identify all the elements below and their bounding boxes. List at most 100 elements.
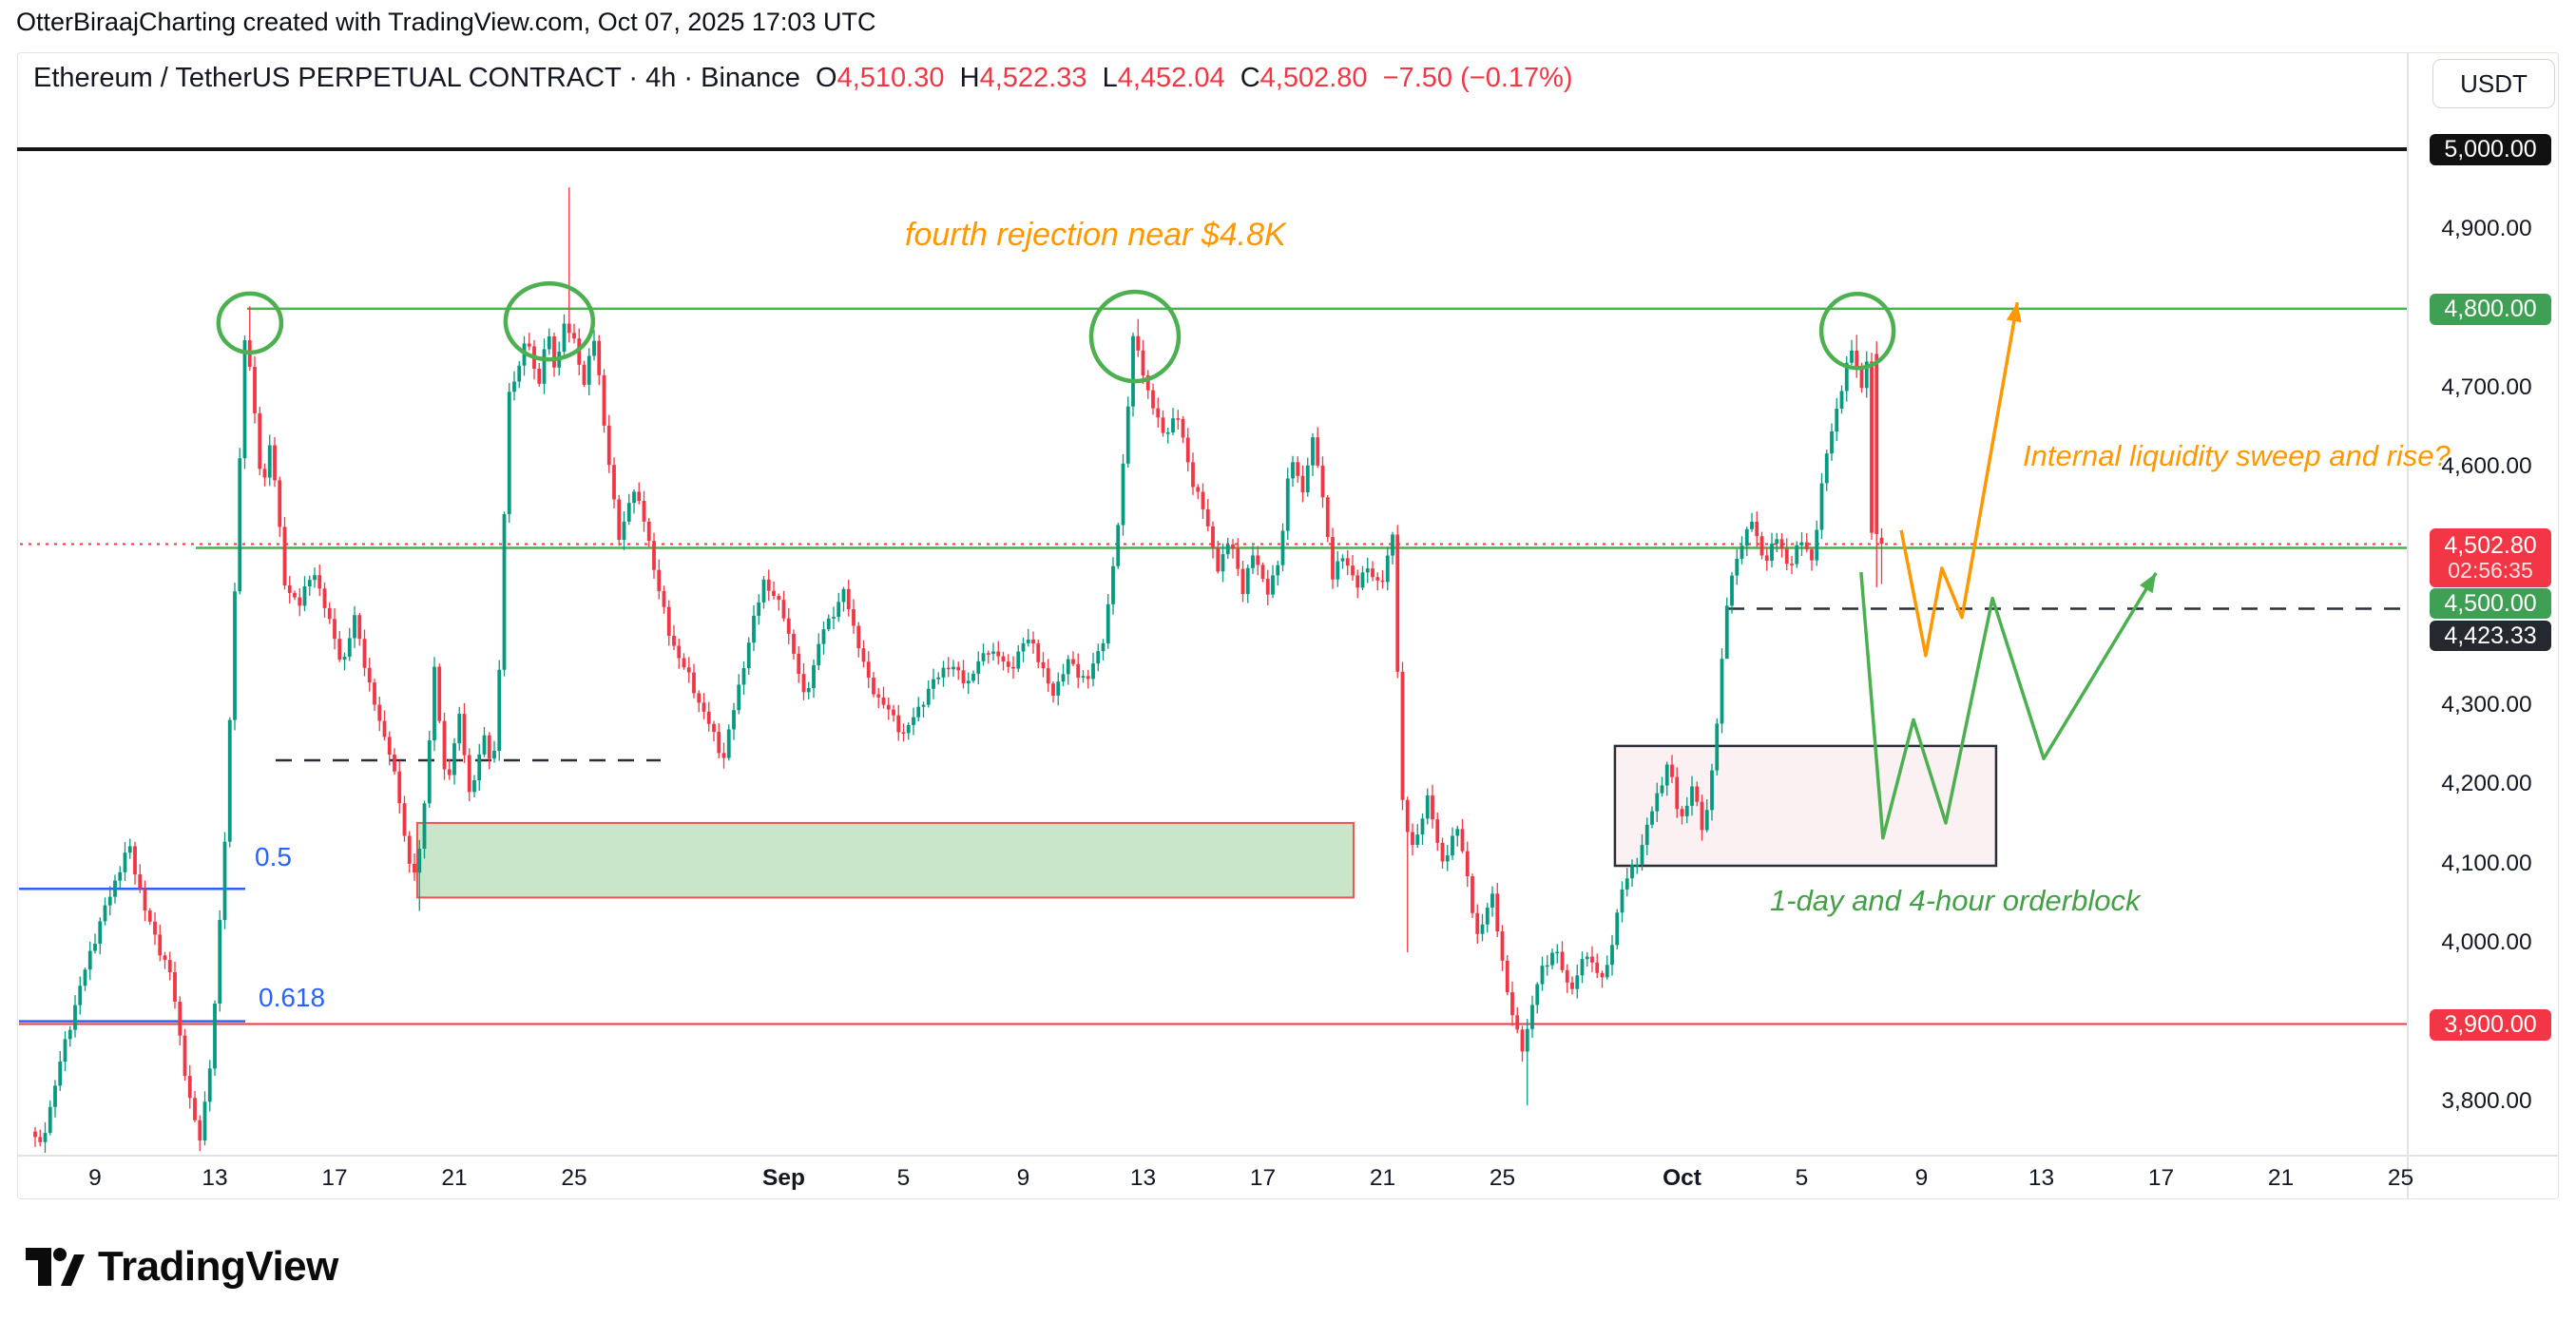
candle-body [1640, 845, 1644, 865]
candle-body [712, 723, 716, 733]
candle-body [1575, 975, 1580, 989]
symbol-info-bar[interactable]: Ethereum / TetherUS PERPETUAL CONTRACT ·… [33, 63, 1573, 94]
candle-body [1624, 878, 1629, 890]
candle-body [1644, 824, 1649, 846]
candle-countdown-timer: 02:56:35 [2448, 558, 2533, 584]
fib-zone-box [415, 821, 1355, 899]
candle-body [517, 365, 522, 382]
snapshot-date-line: OtterBiraajCharting created with Trading… [16, 8, 876, 36]
candle-body [1759, 536, 1764, 556]
price-axis-label: 4,300.00 [2441, 691, 2532, 718]
candle-body [302, 585, 307, 606]
candle-body [941, 667, 946, 678]
price-badge-4800: 4,800.00 [2430, 293, 2551, 325]
candle-body [218, 920, 222, 1005]
candle-body [1690, 786, 1694, 806]
candle-body [772, 590, 776, 596]
candle-body [1485, 907, 1490, 925]
candle-body [367, 667, 372, 683]
candle-body [976, 660, 981, 674]
candle-body [1795, 545, 1799, 565]
candle-body [437, 666, 442, 721]
candle-body [786, 618, 791, 634]
candle-body [777, 595, 781, 601]
candle-body [702, 702, 706, 712]
candle-body [1859, 367, 1864, 389]
candle-body [866, 661, 871, 679]
candle-body [1870, 361, 1874, 533]
candle-body [717, 732, 721, 754]
candle-body [1091, 663, 1095, 680]
candle-body [1830, 431, 1834, 454]
candle-body [173, 971, 177, 1002]
candle-body [1635, 864, 1640, 867]
time-axis-label: 5 [1795, 1165, 1809, 1191]
candle-body [592, 340, 596, 356]
candle-body [1425, 795, 1430, 819]
candle-body [58, 1062, 63, 1086]
candle-body [622, 521, 626, 540]
candle-body [752, 615, 756, 643]
candle-body [1824, 453, 1829, 484]
currency-toggle-button[interactable]: USDT [2432, 59, 2555, 108]
candle-body [872, 678, 875, 695]
candle-body [1495, 893, 1500, 932]
candle-body [1141, 350, 1145, 376]
candle-body [642, 501, 646, 522]
candle-body [83, 969, 87, 986]
candle-body [422, 803, 427, 850]
candle-body [1715, 723, 1720, 771]
candle-body [492, 750, 496, 759]
candle-body [1650, 811, 1654, 825]
annotation-liquidity-sweep: Internal liquidity sweep and rise? [2023, 439, 2451, 472]
time-axis-label: 25 [2387, 1165, 2414, 1191]
price-badge-4423: 4,423.33 [2430, 621, 2551, 651]
candle-body [572, 333, 576, 339]
candle-body [163, 955, 167, 961]
candle-body [497, 669, 502, 751]
candle-body [413, 863, 416, 873]
candle-body [637, 491, 642, 502]
candle-body [1176, 418, 1181, 420]
candle-body [1221, 554, 1225, 572]
candle-body [127, 846, 132, 853]
candle-body [1570, 982, 1574, 989]
candle-body [1580, 959, 1585, 976]
candle-body [1415, 834, 1420, 846]
tradingview-logo[interactable]: TradingView [26, 1243, 338, 1291]
candle-body [1380, 580, 1385, 583]
candle-body [472, 780, 476, 793]
candle-body [706, 711, 711, 724]
candle-body [562, 323, 567, 353]
candle-body [721, 753, 726, 758]
candle-body [1375, 577, 1380, 581]
time-axis-label: 17 [2147, 1165, 2175, 1191]
candle-body [1086, 676, 1090, 680]
candle-body [936, 677, 941, 680]
candle-body [1331, 537, 1335, 580]
symbol-bar-segment: C [1224, 63, 1260, 93]
time-axis-label: 9 [1914, 1165, 1929, 1191]
candle-body [417, 849, 422, 873]
annotation-fourth-rejection: fourth rejection near $4.8K [905, 217, 1286, 253]
candle-body [1730, 575, 1734, 606]
candle-body [1615, 912, 1620, 946]
time-axis-label: 13 [1129, 1165, 1157, 1191]
candle-body [1276, 565, 1280, 576]
candle-body [1096, 651, 1101, 664]
candle-body [227, 719, 232, 842]
candle-body [1001, 656, 1006, 662]
candle-body [1125, 406, 1130, 464]
candle-body [757, 602, 761, 616]
candle-body [337, 639, 342, 660]
candle-body [1864, 361, 1869, 389]
candle-body [1181, 418, 1185, 438]
candle-body [542, 349, 547, 384]
price-axis-separator [2407, 53, 2409, 1198]
candle-body [1704, 810, 1709, 831]
candle-body [1655, 793, 1660, 812]
candle-body [48, 1106, 52, 1134]
candle-body [746, 642, 751, 669]
candle-body [1764, 555, 1769, 562]
